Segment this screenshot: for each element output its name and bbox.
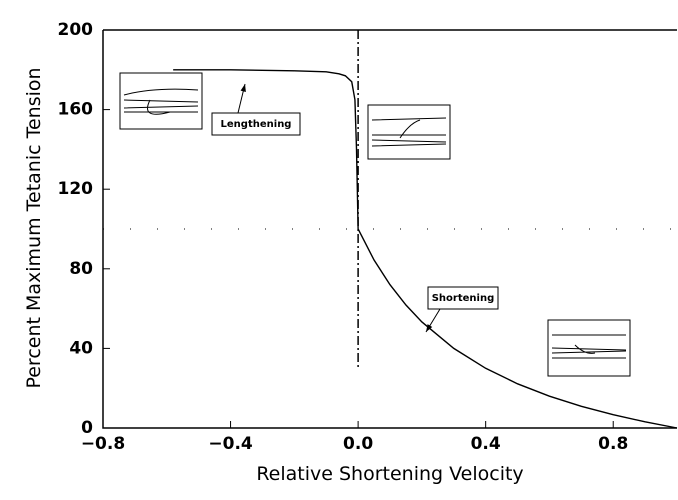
annotation-box	[211, 112, 301, 136]
y-tick-label: 120	[58, 179, 94, 199]
annotation-box	[427, 286, 499, 310]
annotation: Shortening	[432, 293, 495, 304]
y-tick-label: 160	[58, 100, 94, 120]
x-tick-label: 0.8	[598, 434, 628, 454]
inset-middle	[367, 104, 451, 160]
x-tick-label: 0.0	[343, 434, 373, 454]
y-axis-label: Percent Maximum Tetanic Tension	[23, 67, 45, 388]
y-tick-label: 80	[69, 259, 93, 279]
arrow-head	[426, 324, 433, 332]
curve	[173, 69, 678, 429]
y-tick-label: 200	[58, 20, 94, 40]
x-tick-label: −0.8	[81, 434, 125, 454]
y-tick-label: 0	[81, 418, 93, 438]
x-tick-label: −0.4	[208, 434, 253, 454]
x-tick-label: 0.4	[471, 434, 501, 454]
inset-lengthening	[119, 72, 203, 130]
y-tick-label: 40	[69, 338, 93, 358]
inset-shortening	[547, 319, 631, 377]
annotation: Lengthening	[221, 119, 292, 130]
x-axis-label: Relative Shortening Velocity	[256, 463, 523, 485]
arrow-head	[240, 84, 246, 92]
